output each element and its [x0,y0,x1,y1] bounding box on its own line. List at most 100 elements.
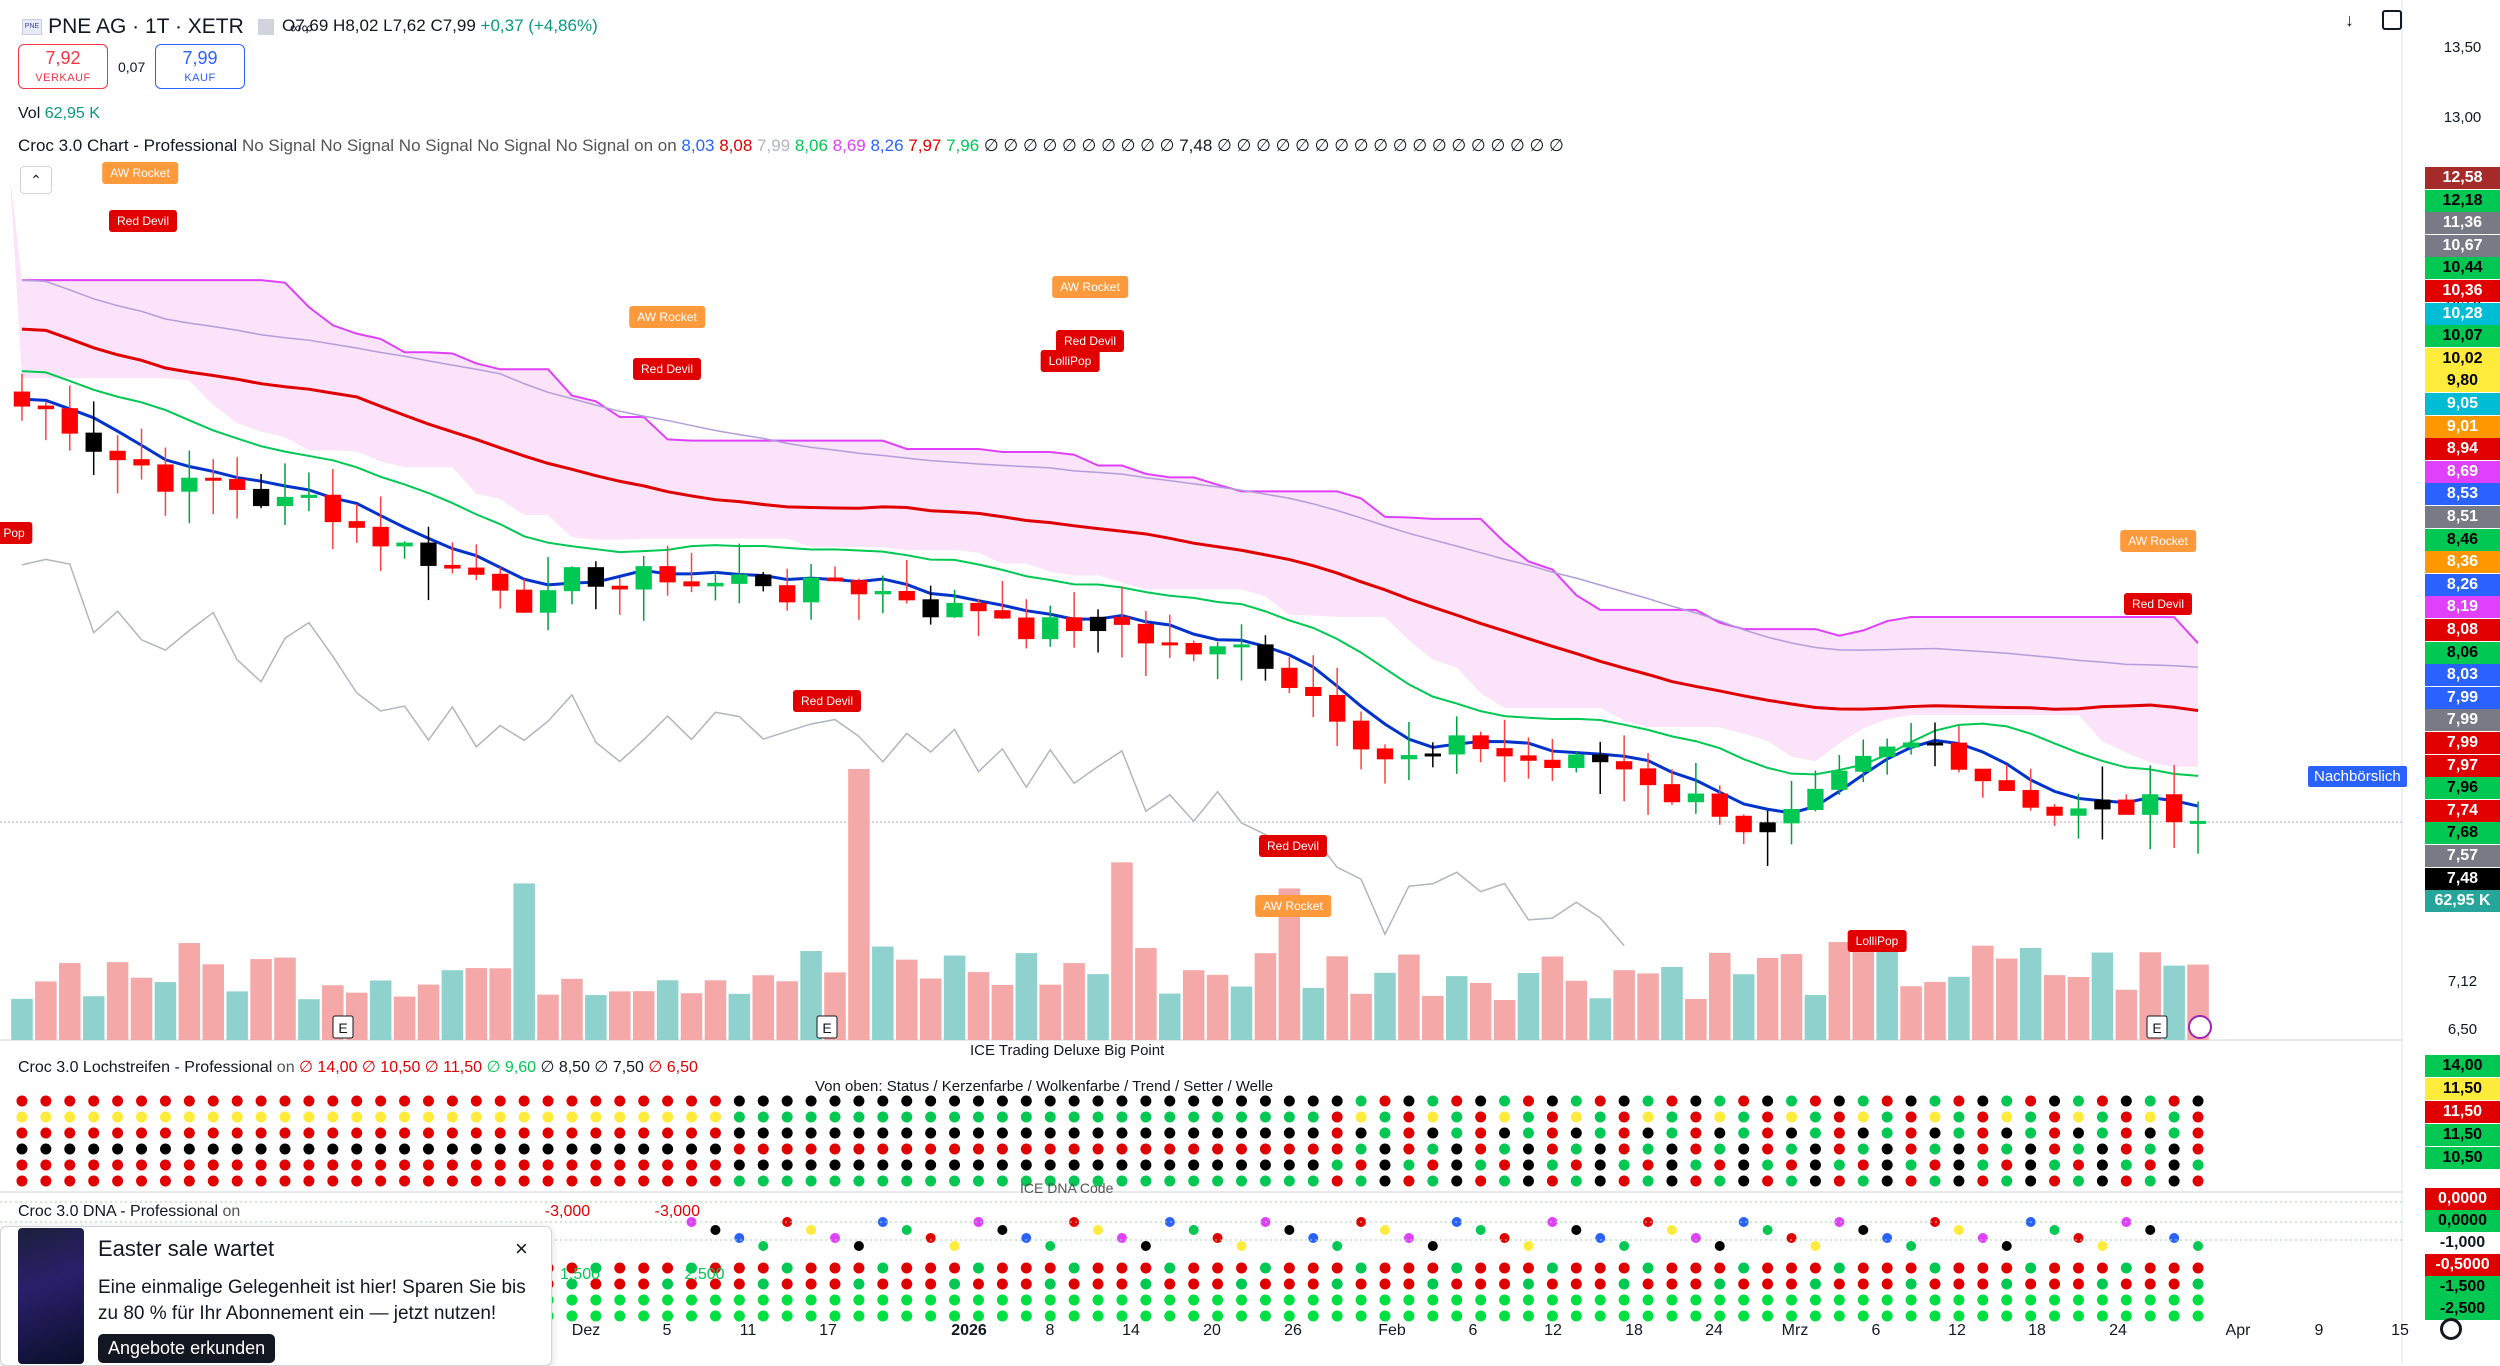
lochstreifen-dot [566,1159,578,1171]
lochstreifen-dot [709,1143,721,1155]
lochstreifen-dot [949,1095,961,1107]
promo-popup[interactable] [0,1226,552,1366]
dna-dot [1236,1278,1248,1290]
lochstreifen-dot [805,1175,817,1187]
lochstreifen-dot [16,1159,28,1171]
lochstreifen-dot [1881,1143,1893,1155]
candle-body [898,591,915,601]
lochstreifen-dot [1786,1159,1798,1171]
fullscreen-icon[interactable] [2382,10,2402,30]
lochstreifen-dot [136,1159,148,1171]
volume-bar [632,991,655,1040]
candle-body [492,573,509,591]
lochstreifen-dot [2192,1175,2204,1187]
lochstreifen-dot [1546,1159,1558,1171]
dna-dot [566,1310,578,1322]
lochstreifen-dot [709,1159,721,1171]
download-icon[interactable]: ↓ [2345,10,2354,30]
candle-body [1089,616,1107,632]
lochstreifen-title[interactable]: Croc 3.0 Lochstreifen - Professional on … [18,1057,698,1077]
lochstreifen-dot [901,1111,913,1123]
volume-bar [513,883,535,1040]
candle-body [2165,794,2183,823]
signal-label: AW Rocket [1052,276,1128,298]
lochstreifen-dot [1642,1159,1654,1171]
lochstreifen-dot [1618,1143,1630,1155]
lochstreifen-dot [1188,1095,1200,1107]
lochstreifen-dot [183,1143,195,1155]
lochstreifen-dot [2025,1111,2037,1123]
lochstreifen-dot [1283,1111,1295,1123]
lochstreifen-dot [781,1127,793,1139]
close-icon[interactable]: × [515,1236,528,1261]
lochstreifen-dot [1116,1175,1128,1187]
lochstreifen-dot [88,1175,100,1187]
sell-button[interactable]: 7,92 VERKAUF [18,44,108,89]
dna-dot [1188,1310,1200,1322]
dna-dot [1953,1310,1965,1322]
symbol-label: PNE AG · 1T · XETR [48,15,244,38]
lochstreifen-dot [422,1159,434,1171]
lochstreifen-dot [518,1159,530,1171]
settings-gear-icon[interactable] [2440,1318,2462,1340]
lochstreifen-dot [542,1095,554,1107]
lochstreifen-dot [2025,1159,2037,1171]
lochstreifen-dot [494,1159,506,1171]
lochstreifen-dot [1953,1127,1965,1139]
candle-body [229,478,246,490]
dna-dot [1666,1310,1678,1322]
dna-signal-dot [710,1225,721,1235]
lochstreifen-dot [1068,1111,1080,1123]
dna-dot [877,1294,889,1306]
lochstreifen-dot [1786,1127,1798,1139]
lochstreifen-dot [1068,1095,1080,1107]
candle-body [300,494,318,498]
lochstreifen-dot [64,1159,76,1171]
dna-signal-dot [1643,1217,1654,1227]
lochstreifen-dot [877,1175,889,1187]
lochstreifen-dot [2096,1095,2108,1107]
ice-title: ICE Trading Deluxe Big Point [970,1042,1165,1059]
volume-bar [417,984,440,1040]
volume-bar [2067,976,2090,1040]
lochstreifen-dot [781,1143,793,1155]
lochstreifen-dot [1140,1095,1152,1107]
dna-dot [781,1278,793,1290]
lochstreifen-dot [207,1143,219,1155]
lochstreifen-value: ∅ 9,60 [482,1059,536,1076]
indicator-legend[interactable]: Croc 3.0 Chart - Professional No Signal … [18,136,1564,156]
lochstreifen-dot [1403,1143,1415,1155]
lochstreifen-dot [2168,1175,2180,1187]
collapse-legend-button[interactable]: ⌃ [20,166,52,194]
dna-dot [1809,1294,1821,1306]
lochstreifen-dot [279,1159,291,1171]
dna-dot [1427,1310,1439,1322]
lochstreifen-dot [1212,1111,1224,1123]
lochstreifen-dot [1188,1111,1200,1123]
lochstreifen-dot [638,1143,650,1155]
eye-toggle-icon[interactable] [257,19,274,36]
lochstreifen-dot [781,1159,793,1171]
dna-dot [972,1262,984,1274]
volume-bar [1063,963,1085,1040]
lochstreifen-dot [2072,1175,2084,1187]
earnings-marker-box [2146,1015,2168,1039]
time-axis-label: Apr [2225,1322,2251,1339]
dna-signal-dot [901,1225,912,1235]
dna-title[interactable]: Croc 3.0 DNA - Professional on -3,000 -3… [18,1203,700,1221]
lochstreifen-dot [446,1175,458,1187]
lochstreifen-dot [829,1159,841,1171]
lochstreifen-dot [279,1175,291,1187]
dna-dot [1379,1294,1391,1306]
lochstreifen-dot [1259,1159,1271,1171]
explore-offers-button[interactable]: Angebote erkunden [98,1334,276,1363]
more-icon[interactable]: ∞∞ [290,20,313,37]
symbol-title[interactable]: PNE PNE AG · 1T · XETR ∞∞ [22,13,313,39]
lochstreifen-dot [2168,1095,2180,1107]
lochstreifen-dot [351,1143,363,1155]
buy-button[interactable]: 7,99 KAUF [155,44,245,89]
dna-dot [1809,1278,1821,1290]
candle-body [1663,784,1681,803]
dna-dot [1236,1262,1248,1274]
